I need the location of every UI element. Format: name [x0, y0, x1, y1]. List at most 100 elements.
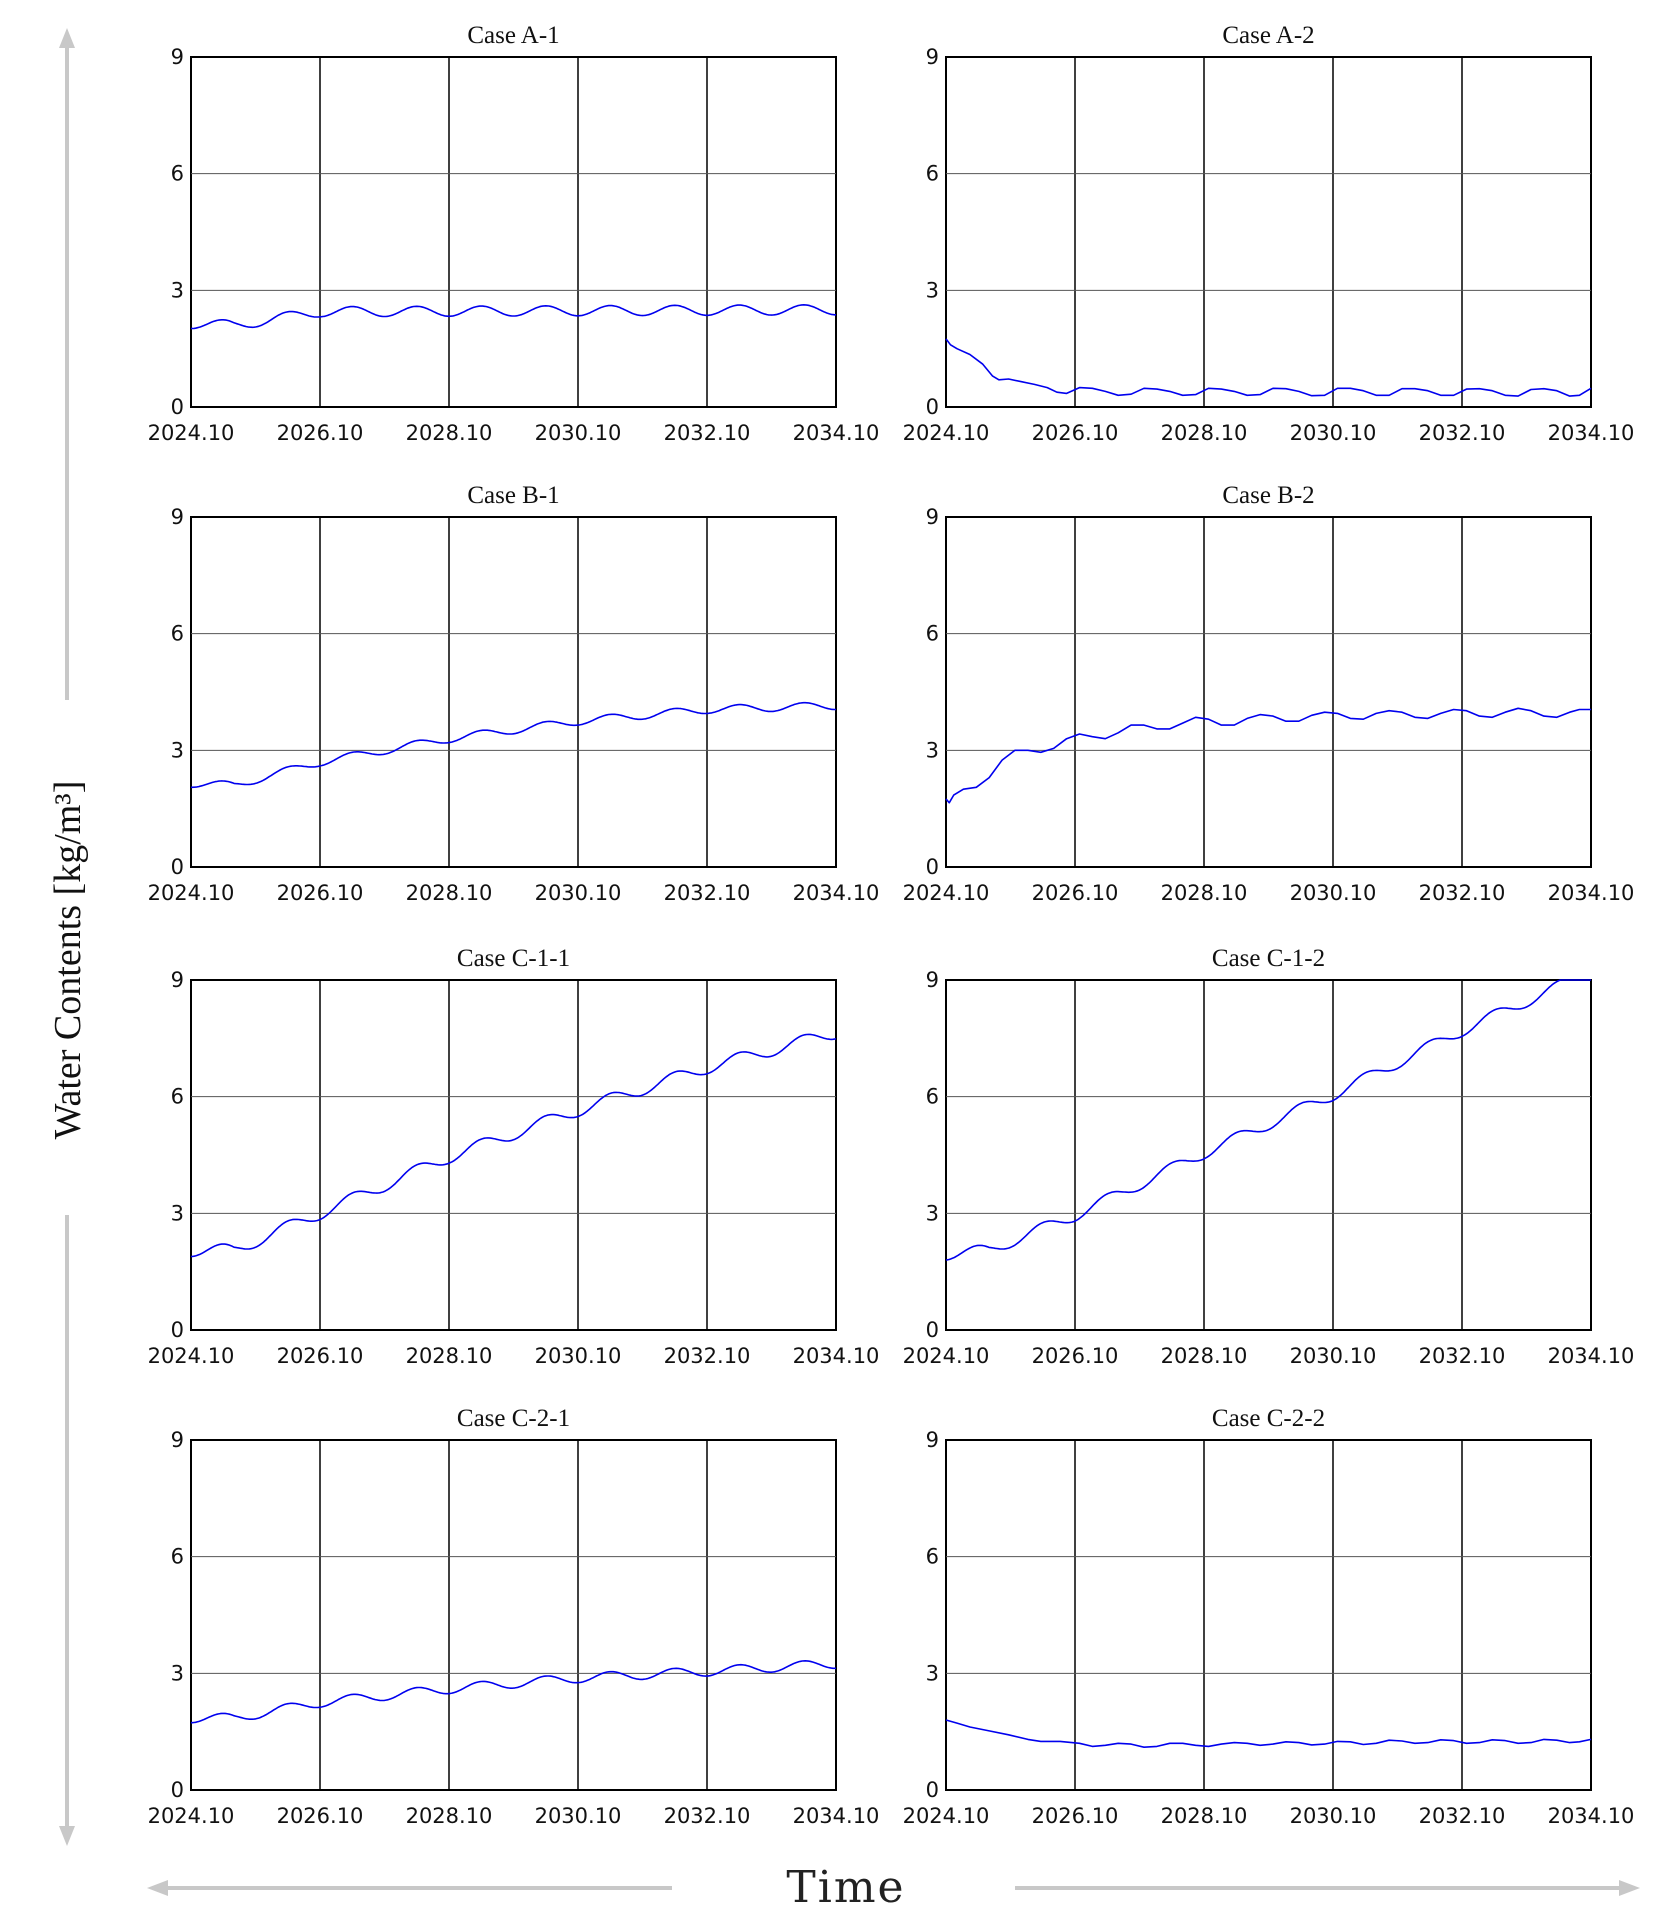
- series-line: [945, 979, 1591, 1261]
- x-tick-label: 2026.10: [1032, 1804, 1119, 1828]
- x-tick-label: 2034.10: [1548, 1804, 1635, 1828]
- y-tick-label: 6: [926, 162, 939, 186]
- chart-title: Case C-2-2: [1212, 1405, 1325, 1432]
- y-tick-label: 6: [171, 1085, 184, 1109]
- y-tick-label: 9: [926, 968, 939, 992]
- x-tick-label: 2032.10: [664, 881, 751, 905]
- y-tick-label: 3: [926, 278, 939, 302]
- x-tick-label: 2030.10: [1290, 1344, 1377, 1368]
- x-tick-label: 2026.10: [1032, 881, 1119, 905]
- y-tick-label: 0: [171, 855, 184, 879]
- x-tick-label: 2028.10: [1161, 421, 1248, 445]
- x-axis-arrow: [147, 1880, 1640, 1896]
- y-tick-label: 9: [171, 1428, 184, 1452]
- y-tick-label: 3: [926, 1201, 939, 1225]
- y-tick-label: 0: [926, 395, 939, 419]
- x-tick-label: 2024.10: [903, 421, 990, 445]
- y-tick-label: 0: [926, 855, 939, 879]
- x-tick-label: 2024.10: [903, 881, 990, 905]
- chart-title: Case C-1-2: [1212, 945, 1325, 972]
- plot-frame: [190, 979, 837, 1331]
- x-tick-label: 2034.10: [793, 1344, 880, 1368]
- y-tick-label: 9: [926, 45, 939, 69]
- chart-panel: Case A-1 2024.10 2026.10 2028.10 2030.10 2032…: [148, 22, 880, 445]
- chart-panel: Case B-1 2024.10 2026.10 2028.10 2030.10 2032…: [148, 482, 880, 905]
- plot-frame: [945, 56, 1592, 408]
- x-tick-label: 2028.10: [406, 1804, 493, 1828]
- y-tick-label: 0: [926, 1778, 939, 1802]
- y-tick-label: 3: [171, 278, 184, 302]
- chart-title: Case A-1: [467, 22, 559, 49]
- x-tick-label: 2026.10: [1032, 1344, 1119, 1368]
- y-tick-label: 9: [926, 1428, 939, 1452]
- y-tick-label: 6: [171, 1545, 184, 1569]
- y-tick-label: 6: [926, 1545, 939, 1569]
- y-tick-label: 6: [926, 1085, 939, 1109]
- y-axis-title: Water Contents [kg/m³]: [47, 781, 89, 1140]
- y-tick-label: 6: [171, 622, 184, 646]
- x-tick-label: 2030.10: [535, 881, 622, 905]
- x-tick-label: 2028.10: [406, 1344, 493, 1368]
- x-tick-label: 2028.10: [1161, 1804, 1248, 1828]
- x-tick-label: 2030.10: [535, 1344, 622, 1368]
- chart-panel: Case C-2-2 2024.10 2026.10 2028.10 2030.10 20…: [903, 1405, 1635, 1828]
- x-tick-label: 2026.10: [277, 1344, 364, 1368]
- y-tick-label: 9: [171, 45, 184, 69]
- chart-title: Case B-1: [467, 482, 559, 509]
- y-tick-label: 0: [171, 1318, 184, 1342]
- x-tick-label: 2028.10: [406, 881, 493, 905]
- series-line: [190, 1033, 837, 1258]
- chart-panel: Case A-2 2024.10 2026.10 2028.10 2030.10 2032…: [903, 22, 1635, 445]
- chart-panel: Case B-2 2024.10 2026.10 2028.10 2030.10 2032…: [903, 482, 1635, 905]
- plot-frame: [945, 979, 1592, 1331]
- x-tick-label: 2032.10: [1419, 421, 1506, 445]
- x-tick-label: 2030.10: [1290, 881, 1377, 905]
- x-tick-label: 2034.10: [793, 421, 880, 445]
- x-tick-label: 2034.10: [1548, 421, 1635, 445]
- y-arrow-down-head: [59, 1826, 75, 1846]
- x-tick-label: 2024.10: [148, 1344, 235, 1368]
- x-tick-label: 2024.10: [903, 1344, 990, 1368]
- plot-frame: [190, 1439, 837, 1791]
- x-tick-label: 2026.10: [277, 1804, 364, 1828]
- y-tick-label: 6: [926, 622, 939, 646]
- x-tick-label: 2034.10: [793, 881, 880, 905]
- series-line: [191, 1660, 836, 1724]
- series-line: [945, 1719, 1592, 1748]
- x-tick-label: 2024.10: [148, 881, 235, 905]
- x-tick-label: 2024.10: [903, 1804, 990, 1828]
- y-arrow-up-head: [59, 28, 75, 48]
- x-tick-label: 2026.10: [1032, 421, 1119, 445]
- y-tick-label: 3: [171, 738, 184, 762]
- x-axis-title: Time: [786, 1862, 905, 1913]
- x-tick-label: 2034.10: [793, 1804, 880, 1828]
- chart-title: Case C-2-1: [457, 1405, 570, 1432]
- series-line: [190, 304, 836, 330]
- x-tick-label: 2032.10: [664, 421, 751, 445]
- x-tick-label: 2032.10: [664, 1804, 751, 1828]
- y-tick-label: 9: [171, 505, 184, 529]
- x-arrow-right-head: [1619, 1880, 1640, 1896]
- y-tick-label: 3: [926, 1661, 939, 1685]
- x-tick-label: 2034.10: [1548, 1344, 1635, 1368]
- plot-frame: [945, 516, 1592, 868]
- y-tick-label: 0: [171, 1778, 184, 1802]
- plot-frame: [190, 56, 837, 408]
- chart-panel: Case C-2-1 2024.10 2026.10 2028.10 2030.10 20…: [148, 1405, 880, 1828]
- x-tick-label: 2030.10: [1290, 421, 1377, 445]
- x-tick-label: 2024.10: [148, 421, 235, 445]
- x-tick-label: 2030.10: [535, 421, 622, 445]
- y-tick-label: 0: [171, 395, 184, 419]
- chart-title: Case B-2: [1222, 482, 1314, 509]
- x-tick-label: 2024.10: [148, 1804, 235, 1828]
- y-tick-label: 9: [171, 968, 184, 992]
- x-tick-label: 2032.10: [1419, 1344, 1506, 1368]
- x-tick-label: 2032.10: [1419, 1804, 1506, 1828]
- y-tick-label: 0: [926, 1318, 939, 1342]
- x-tick-label: 2026.10: [277, 421, 364, 445]
- chart-panel: Case C-1-1 2024.10 2026.10 2028.10 2030.10 20…: [148, 945, 880, 1368]
- series-line: [945, 707, 1591, 804]
- x-tick-label: 2034.10: [1548, 881, 1635, 905]
- x-tick-label: 2028.10: [1161, 1344, 1248, 1368]
